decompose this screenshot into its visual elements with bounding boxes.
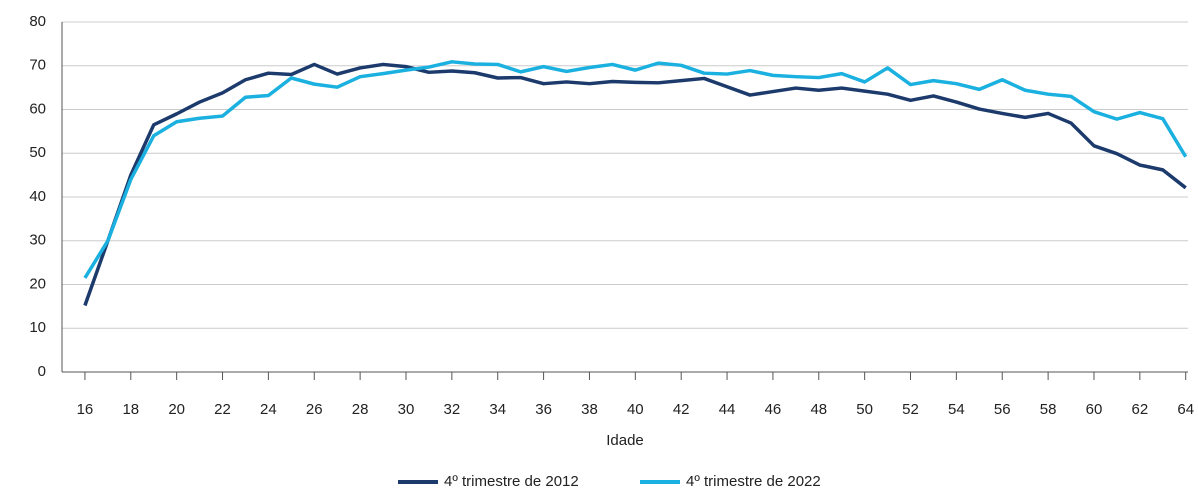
x-tick-label: 28 xyxy=(352,401,369,418)
x-tick-label: 58 xyxy=(1040,401,1057,418)
x-tick-label: 54 xyxy=(948,401,965,418)
x-tick-label: 40 xyxy=(627,401,644,418)
x-tick-label: 46 xyxy=(765,401,782,418)
y-tick-label: 20 xyxy=(29,275,46,292)
y-tick-label: 40 xyxy=(29,188,46,205)
legend-label: 4º trimestre de 2012 xyxy=(444,473,579,490)
x-tick-label: 22 xyxy=(214,401,231,418)
x-tick-label: 50 xyxy=(856,401,873,418)
x-tick-label: 56 xyxy=(994,401,1011,418)
x-tick-label: 30 xyxy=(398,401,415,418)
x-tick-label: 32 xyxy=(444,401,461,418)
x-tick-label: 18 xyxy=(122,401,139,418)
legend-label: 4º trimestre de 2022 xyxy=(686,473,821,490)
x-tick-label: 34 xyxy=(489,401,506,418)
y-tick-label: 60 xyxy=(29,100,46,117)
x-tick-label: 36 xyxy=(535,401,552,418)
y-tick-label: 0 xyxy=(38,363,46,380)
x-tick-label: 64 xyxy=(1177,401,1194,418)
x-tick-label: 42 xyxy=(673,401,690,418)
series-line xyxy=(83,62,1187,307)
x-tick-label: 26 xyxy=(306,401,323,418)
y-tick-label: 30 xyxy=(29,232,46,249)
y-tick-label: 80 xyxy=(29,13,46,30)
x-axis-label: Idade xyxy=(606,432,644,449)
y-tick-label: 10 xyxy=(29,319,46,336)
x-tick-label: 48 xyxy=(810,401,827,418)
series-line xyxy=(83,60,1188,279)
x-tick-label: 60 xyxy=(1086,401,1103,418)
x-tick-label: 20 xyxy=(168,401,185,418)
x-tick-label: 38 xyxy=(581,401,598,418)
x-tick-label: 24 xyxy=(260,401,277,418)
x-tick-label: 62 xyxy=(1131,401,1148,418)
x-tick-label: 44 xyxy=(719,401,736,418)
y-tick-label: 50 xyxy=(29,144,46,161)
x-tick-label: 52 xyxy=(902,401,919,418)
y-tick-label: 70 xyxy=(29,57,46,74)
x-tick-label: 16 xyxy=(77,401,94,418)
